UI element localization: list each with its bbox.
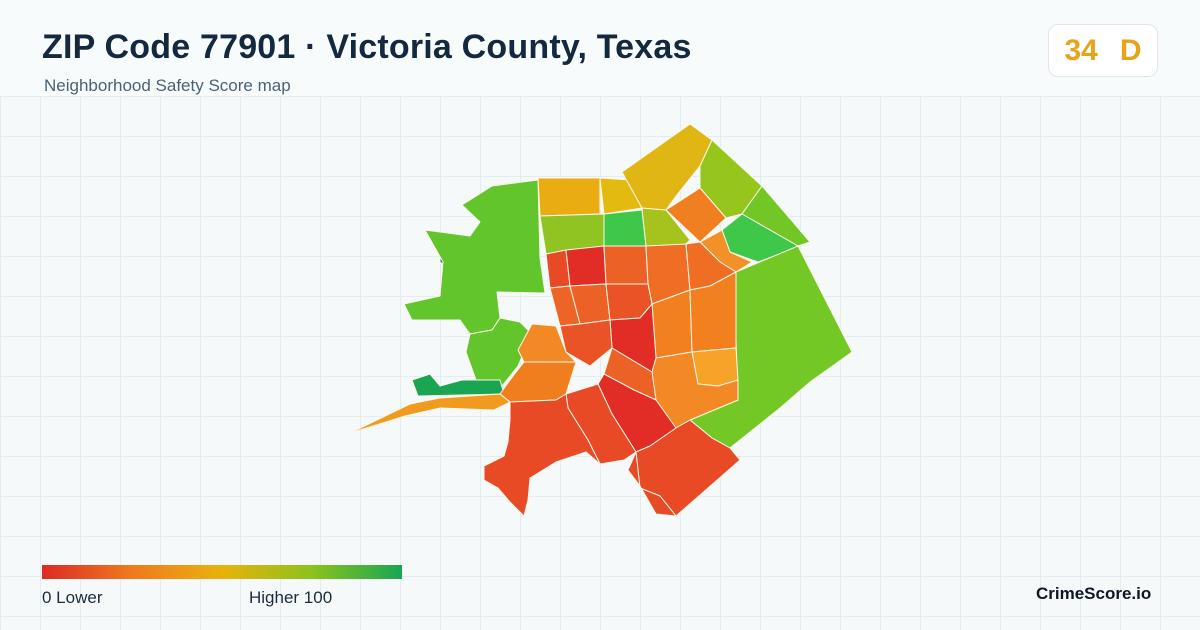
map-area[interactable]	[537, 177, 601, 217]
map-area[interactable]	[483, 393, 601, 517]
brand-logo-text: CrimeScore.io	[1036, 584, 1152, 603]
map-area[interactable]	[603, 245, 649, 285]
map-area[interactable]	[347, 393, 511, 435]
safety-map[interactable]	[0, 96, 1200, 566]
legend-gradient-bar	[42, 565, 402, 579]
score-value: 34	[1064, 33, 1098, 67]
page-subtitle: Neighborhood Safety Score map	[44, 76, 291, 95]
map-area[interactable]	[403, 179, 546, 335]
score-grade: D	[1119, 33, 1142, 67]
map-area[interactable]	[689, 271, 737, 353]
score-badge: 34 D	[1048, 24, 1158, 77]
map-area[interactable]	[627, 451, 677, 517]
page-title: ZIP Code 77901 · Victoria County, Texas	[42, 28, 692, 66]
map-area[interactable]	[411, 373, 505, 397]
map-area[interactable]	[665, 187, 727, 243]
header: ZIP Code 77901 · Victoria County, Texas …	[0, 0, 1200, 96]
map-area[interactable]	[565, 245, 607, 287]
map-area[interactable]	[603, 209, 647, 247]
legend-min-label: 0 Lower	[42, 588, 103, 607]
legend-max-label: Higher 100	[249, 588, 333, 607]
map-area[interactable]	[621, 123, 713, 211]
map-area[interactable]	[691, 347, 739, 387]
